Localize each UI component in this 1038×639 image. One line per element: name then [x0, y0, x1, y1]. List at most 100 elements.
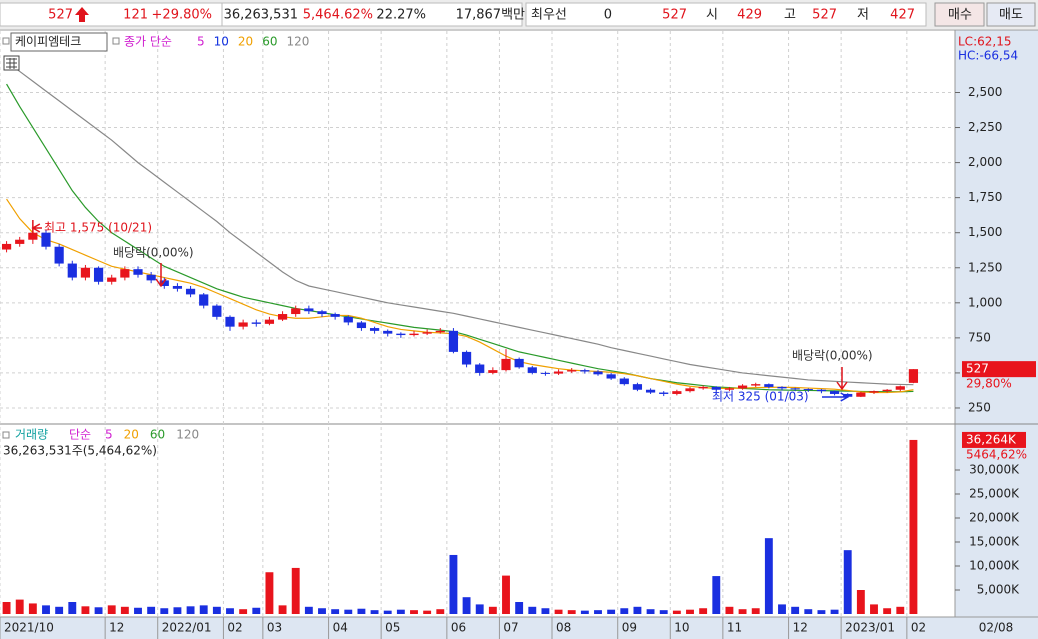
volume-bar: [909, 439, 918, 614]
volume-bar: [134, 607, 142, 614]
volume-bar: [212, 606, 221, 614]
stock-box[interactable]: [10, 32, 108, 52]
best-price: 527: [662, 8, 687, 23]
candle-body: [514, 358, 524, 368]
volume-bar: [764, 538, 773, 614]
candle-body: [764, 384, 774, 387]
volume-indicator: 단순: [69, 428, 91, 442]
candle-body: [317, 311, 327, 315]
annotation: 최고 1,575 (10/21): [44, 221, 152, 235]
sell-button[interactable]: [986, 2, 1036, 27]
amount: 17,867백만: [456, 8, 525, 23]
volume-bar: [423, 610, 432, 614]
volume-bar: [370, 610, 379, 614]
table-icon-lines: [6, 58, 17, 69]
volume-bar: [318, 608, 326, 614]
volume-bar: [410, 610, 418, 614]
x-tick-label: 2023/01: [845, 621, 895, 635]
volume-bar: [42, 605, 50, 614]
volume-bar: [94, 607, 103, 614]
value-axis-area: [955, 30, 1038, 639]
change-rate: +29.80%: [152, 8, 212, 23]
volume-bar: [173, 607, 182, 614]
candle-body: [277, 314, 288, 320]
y-tick-label: 15,000K: [969, 535, 1020, 549]
volume-bar: [738, 609, 747, 614]
candle-body: [475, 364, 485, 373]
x-tick-label: 06: [451, 621, 466, 635]
candle-body: [580, 370, 590, 372]
candle-body: [777, 386, 787, 389]
volume-bar: [778, 604, 786, 614]
volume-bar: [278, 605, 287, 614]
volume-bar: [791, 606, 800, 614]
ma-line: [6, 83, 914, 393]
candle-body: [711, 386, 721, 390]
volume-bar: [331, 609, 340, 614]
volume-bar: [686, 609, 694, 614]
volume-bar: [304, 606, 313, 614]
y-tick-label: 1,500: [968, 225, 1002, 239]
candle-body: [304, 308, 314, 312]
candle-body: [120, 269, 130, 278]
ma-line: [6, 198, 914, 394]
volume-bar: [646, 609, 655, 614]
y-tick-label: 1,000: [968, 295, 1002, 309]
legend-entry: 20: [124, 428, 139, 442]
candle-body: [685, 388, 695, 392]
candle-body: [737, 385, 748, 389]
volume-bar: [817, 610, 826, 614]
volume-bar: [567, 610, 576, 614]
dividend-arrow: [836, 367, 848, 391]
candle-body: [567, 370, 577, 372]
legend-entry: 120: [176, 428, 199, 442]
volume-bar: [226, 608, 234, 614]
candle-body: [54, 246, 64, 264]
candle-body: [409, 333, 419, 336]
x-tick-label: 12: [109, 621, 124, 635]
candle-body: [133, 269, 143, 275]
y-tick-label: 750: [968, 330, 991, 344]
candle-body: [593, 371, 603, 375]
candle-body: [225, 316, 235, 327]
sell-label[interactable]: 매도: [999, 8, 1023, 23]
x-tick-label: 04: [333, 621, 348, 635]
volume-bar: [199, 605, 208, 614]
buy-label[interactable]: 매수: [948, 8, 972, 23]
volume-bar: [475, 604, 484, 614]
volume-bar: [712, 576, 721, 614]
volume-bar: [633, 606, 642, 614]
candle-body: [553, 371, 564, 374]
x-tick-label: 05: [385, 621, 400, 635]
x-tick-label: 11: [727, 621, 742, 635]
volume-bar: [344, 609, 353, 614]
candle-body: [396, 333, 406, 336]
candle-body: [251, 322, 261, 324]
volume-bar: [620, 608, 629, 614]
turnover: 22.27%: [376, 8, 426, 23]
annotation: 배당락(0,00%): [113, 246, 194, 260]
volume-cell: [221, 2, 523, 27]
legend-icon: [2, 431, 10, 439]
buy-button[interactable]: [934, 2, 985, 27]
open-label: 시: [706, 8, 718, 23]
volume-bar: [659, 610, 668, 614]
candle-body: [238, 322, 248, 327]
candle-body: [356, 322, 367, 329]
volume-bar: [462, 597, 471, 614]
volume-bar: [265, 572, 274, 614]
volume-bar: [357, 608, 366, 614]
candle-body: [107, 277, 117, 282]
candle-body: [645, 389, 656, 393]
candle-body: [343, 316, 353, 323]
price: 527: [48, 8, 73, 23]
time-axis-area: [0, 617, 1038, 639]
candle-body: [448, 330, 459, 352]
volume-title: 거래량: [15, 428, 48, 442]
high-label: 고: [784, 8, 796, 23]
candle-body: [159, 280, 169, 286]
y-tick-label: 1,250: [968, 260, 1002, 274]
change: 121: [123, 8, 148, 23]
last-volume-box: [962, 431, 1026, 448]
legend-icon: [2, 37, 10, 45]
